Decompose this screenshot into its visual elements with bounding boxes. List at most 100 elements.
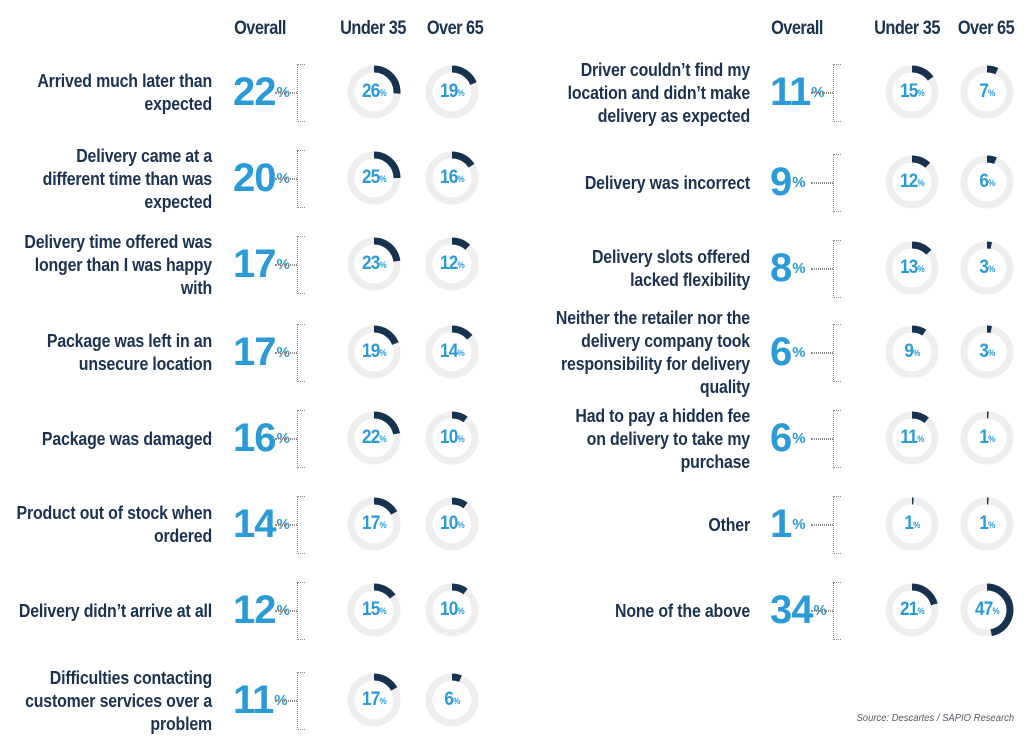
under35-donut-arc	[347, 411, 401, 465]
over65-donut: 12%	[423, 235, 481, 293]
under35-donut-arc	[885, 65, 939, 119]
under35-donut: 19%	[345, 323, 403, 381]
connector-ticks	[833, 154, 841, 212]
connector-ticks	[833, 582, 841, 640]
connector-line	[275, 264, 297, 266]
over65-donut-value: 19%	[439, 81, 465, 102]
over65-donut-value: 1%	[979, 427, 995, 448]
connector-ticks	[833, 64, 841, 122]
under35-donut-arc	[885, 325, 939, 379]
connector-bracket	[297, 324, 342, 380]
under35-donut-value: 17%	[361, 689, 387, 710]
under35-donut-arc	[347, 151, 401, 205]
connector-ticks	[297, 64, 305, 122]
over65-donut-value: 14%	[439, 341, 465, 362]
row-label: Delivery time offered was longer than I …	[24, 230, 213, 298]
connector-line	[811, 182, 833, 184]
over65-donut: 10%	[423, 495, 481, 553]
connector-bracket	[297, 672, 342, 728]
under35-donut: 11%	[883, 409, 941, 467]
connector-ticks	[833, 410, 841, 468]
connector-line	[275, 352, 297, 354]
connector-line	[275, 700, 297, 702]
under35-donut: 25%	[345, 149, 403, 207]
under35-donut-arc	[885, 155, 939, 209]
over65-donut-value: 3%	[979, 341, 995, 362]
over65-donut-value: 1%	[979, 513, 995, 534]
overall-value: 9%	[770, 160, 806, 204]
over65-donut-value: 12%	[439, 253, 465, 274]
connector-ticks	[297, 324, 305, 382]
under35-donut-value: 26%	[361, 81, 387, 102]
over65-donut-arc	[960, 65, 1014, 119]
connector-ticks	[297, 582, 305, 640]
connector-ticks	[297, 410, 305, 468]
connector-line	[811, 610, 833, 612]
under35-donut-arc	[347, 673, 401, 727]
under35-donut: 15%	[883, 63, 941, 121]
over65-donut: 3%	[958, 323, 1016, 381]
under35-donut: 17%	[345, 671, 403, 729]
over65-donut-arc	[425, 237, 479, 291]
under35-donut-arc	[347, 65, 401, 119]
under35-donut-arc	[347, 583, 401, 637]
overall-value: 6%	[770, 416, 806, 460]
over65-donut-arc	[425, 583, 479, 637]
connector-line	[275, 438, 297, 440]
header-overall-right: Overall	[771, 18, 823, 39]
connector-line	[275, 178, 297, 180]
connector-ticks	[297, 150, 305, 208]
row-label: Other	[708, 513, 750, 535]
over65-donut-arc	[425, 497, 479, 551]
under35-donut: 9%	[883, 323, 941, 381]
overall-value: 11%	[770, 70, 825, 114]
under35-donut: 17%	[345, 495, 403, 553]
over65-donut-value: 6%	[979, 171, 995, 192]
header-under35-right: Under 35	[874, 18, 940, 39]
row-label: None of the above	[615, 599, 750, 621]
connector-bracket	[833, 240, 880, 296]
under35-donut: 23%	[345, 235, 403, 293]
row-label: Driver couldn’t find my location and did…	[567, 58, 751, 126]
overall-value: 12%	[233, 588, 290, 632]
row-label: Delivery didn’t arrive at all	[18, 599, 212, 621]
connector-line	[275, 610, 297, 612]
over65-donut: 6%	[958, 153, 1016, 211]
connector-bracket	[833, 496, 880, 552]
over65-donut-value: 47%	[974, 599, 1000, 620]
over65-donut-value: 7%	[979, 81, 995, 102]
row-label: Difficulties contacting customer service…	[25, 666, 212, 734]
under35-donut-value: 25%	[361, 167, 387, 188]
over65-donut-arc	[960, 411, 1014, 465]
row-label: Arrived much later than expected	[37, 70, 212, 114]
under35-donut-value: 23%	[361, 253, 387, 274]
over65-donut-arc	[960, 241, 1014, 295]
under35-donut: 1%	[883, 495, 941, 553]
over65-donut-value: 16%	[439, 167, 465, 188]
over65-donut: 1%	[958, 495, 1016, 553]
row-label: Package was damaged	[41, 427, 212, 449]
over65-donut: 10%	[423, 581, 481, 639]
connector-bracket	[297, 150, 342, 206]
over65-donut: 3%	[958, 239, 1016, 297]
connector-bracket	[297, 236, 342, 292]
under35-donut-value: 15%	[361, 599, 387, 620]
over65-donut-value: 3%	[979, 257, 995, 278]
row-label: Had to pay a hidden fee on delivery to t…	[575, 404, 750, 472]
connector-line	[811, 352, 833, 354]
overall-value: 17%	[233, 330, 290, 374]
connector-bracket	[833, 324, 880, 380]
under35-donut-value: 21%	[899, 599, 925, 620]
over65-donut-arc	[960, 583, 1014, 637]
connector-ticks	[297, 496, 305, 554]
under35-donut-arc	[347, 237, 401, 291]
over65-donut-arc	[960, 325, 1014, 379]
over65-donut-arc	[425, 411, 479, 465]
connector-bracket	[833, 410, 880, 466]
overall-value: 20%	[233, 156, 290, 200]
over65-donut: 10%	[423, 409, 481, 467]
over65-donut: 6%	[423, 671, 481, 729]
over65-donut: 1%	[958, 409, 1016, 467]
overall-value: 22%	[233, 70, 290, 114]
connector-ticks	[833, 240, 841, 298]
